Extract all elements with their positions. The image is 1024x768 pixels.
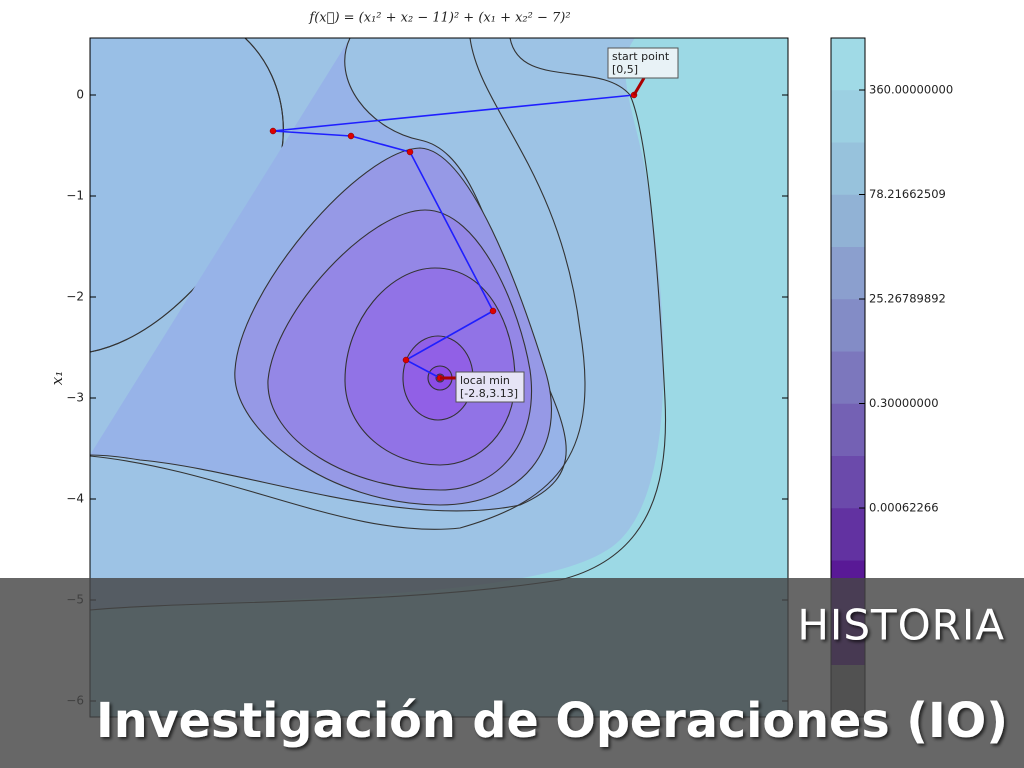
plot-title: f(x⃗) = (x₁² + x₂ − 11)² + (x₁ + x₂² − 7… <box>308 11 570 26</box>
slide-title: Investigación de Operaciones (IO) <box>96 693 1008 749</box>
colorbar-band <box>831 90 865 143</box>
min-annotation: local min [-2.8,3.13] <box>455 371 525 403</box>
y-tick-label: −3 <box>66 391 84 405</box>
annotation-line: start point <box>612 50 670 63</box>
colorbar-label: 78.21662509 <box>869 187 946 201</box>
overlay: HISTORIA Investigación de Operaciones (I… <box>0 578 1024 768</box>
annotation-line: [-2.8,3.13] <box>460 387 518 400</box>
y-tick-label: −2 <box>66 290 84 304</box>
annotation-line: [0,5] <box>612 63 638 76</box>
colorbar-band <box>831 403 865 457</box>
slide-subtitle: HISTORIA <box>797 601 1005 650</box>
start-annotation: start point [0,5] <box>607 47 679 79</box>
y-axis-label: x₁ <box>48 371 66 385</box>
colorbar-band <box>831 508 865 561</box>
y-tick-label: 0 <box>76 88 84 102</box>
colorbar-label: 360.00000000 <box>869 83 953 97</box>
y-tick-label: −4 <box>66 492 84 506</box>
colorbar-band <box>831 456 865 509</box>
colorbar-label: 0.30000000 <box>869 396 939 410</box>
colorbar-band <box>831 194 865 248</box>
colorbar-band <box>831 247 865 300</box>
colorbar-band <box>831 299 865 352</box>
annotation-line: local min <box>460 374 510 387</box>
colorbar-band <box>831 351 865 405</box>
y-tick-label: −1 <box>66 189 84 203</box>
colorbar-band <box>831 142 865 196</box>
colorbar: 360.00000000 78.21662509 25.26789892 0.3000… <box>830 37 953 718</box>
colorbar-label: 25.26789892 <box>869 292 946 306</box>
path <box>269 77 646 382</box>
colorbar-label: 0.00062266 <box>869 501 939 515</box>
colorbar-band <box>831 38 865 91</box>
